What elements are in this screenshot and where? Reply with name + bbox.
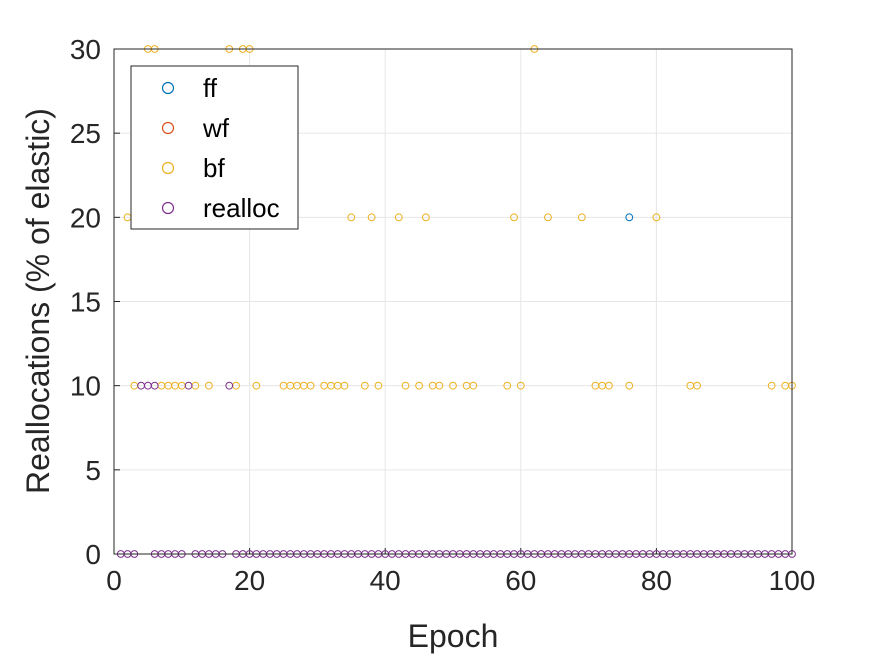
data-point-bf xyxy=(360,381,369,390)
y-tick-label: 5 xyxy=(85,455,101,486)
data-point-bf xyxy=(544,213,552,222)
data-point-bf xyxy=(625,381,634,390)
data-point-bf xyxy=(503,381,512,390)
x-tick-label: 40 xyxy=(370,565,401,596)
data-point-bf xyxy=(421,213,430,222)
data-point-bf xyxy=(435,381,444,390)
y-tick-label: 10 xyxy=(70,371,101,402)
x-tick-label: 60 xyxy=(505,565,536,596)
legend-label-wf: wf xyxy=(202,113,230,143)
data-point-bf xyxy=(767,381,776,390)
data-point-bf xyxy=(367,213,376,222)
y-axis-title: Reallocations (% of elastic) xyxy=(20,108,56,494)
x-axis-title: Epoch xyxy=(408,618,499,654)
data-point-bf xyxy=(449,381,457,390)
legend-marker-ff xyxy=(161,81,175,95)
series-ff xyxy=(625,213,634,222)
legend-label-bf: bf xyxy=(203,153,225,183)
data-point-bf xyxy=(510,213,518,222)
x-tick-label: 80 xyxy=(641,565,672,596)
data-point-realloc xyxy=(184,381,193,390)
legend-box xyxy=(130,65,299,230)
plot-frame xyxy=(113,48,793,555)
data-point-bf xyxy=(577,213,586,222)
data-point-bf xyxy=(340,381,349,390)
data-point-realloc xyxy=(150,381,159,390)
data-point-bf xyxy=(516,381,525,390)
legend-label-realloc: realloc xyxy=(203,193,280,223)
data-point-bf xyxy=(374,381,383,390)
legend-label-ff: ff xyxy=(203,73,218,103)
data-point-bf xyxy=(693,381,701,390)
y-tick-label: 25 xyxy=(70,118,101,149)
legend-marker-realloc xyxy=(161,201,175,215)
data-point-bf xyxy=(401,381,410,390)
data-point-bf xyxy=(394,213,403,222)
data-point-bf xyxy=(205,381,213,390)
data-point-realloc xyxy=(225,381,234,390)
data-point-bf xyxy=(252,381,261,390)
data-point-bf xyxy=(605,381,613,390)
y-tick-labels: 0 5 10 15 20 25 30 xyxy=(70,34,101,570)
data-point-ff xyxy=(625,213,634,222)
y-tick-label: 20 xyxy=(70,202,101,233)
data-point-bf xyxy=(415,381,424,390)
legend: ff wf bf realloc xyxy=(130,65,299,230)
y-tick-label: 0 xyxy=(85,539,101,570)
x-tick-label: 20 xyxy=(234,565,265,596)
x-tick-label: 100 xyxy=(769,565,816,596)
data-point-bf xyxy=(469,381,478,390)
data-point-bf xyxy=(306,381,315,390)
data-point-bf xyxy=(652,213,661,222)
data-point-bf xyxy=(347,213,356,222)
y-tick-label: 15 xyxy=(70,287,101,318)
x-tick-labels: 0 20 40 60 80 100 xyxy=(106,565,815,596)
legend-marker-wf xyxy=(161,121,175,135)
y-tick-label: 30 xyxy=(70,34,101,65)
x-tick-label: 0 xyxy=(106,565,122,596)
legend-marker-bf xyxy=(161,161,175,175)
